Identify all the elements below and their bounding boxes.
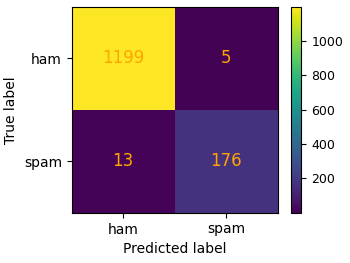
Text: 5: 5 <box>221 49 231 67</box>
Text: 176: 176 <box>210 152 242 170</box>
Text: 1199: 1199 <box>102 49 144 67</box>
Y-axis label: True label: True label <box>4 76 18 144</box>
X-axis label: Predicted label: Predicted label <box>123 242 226 256</box>
Text: 13: 13 <box>113 152 134 170</box>
